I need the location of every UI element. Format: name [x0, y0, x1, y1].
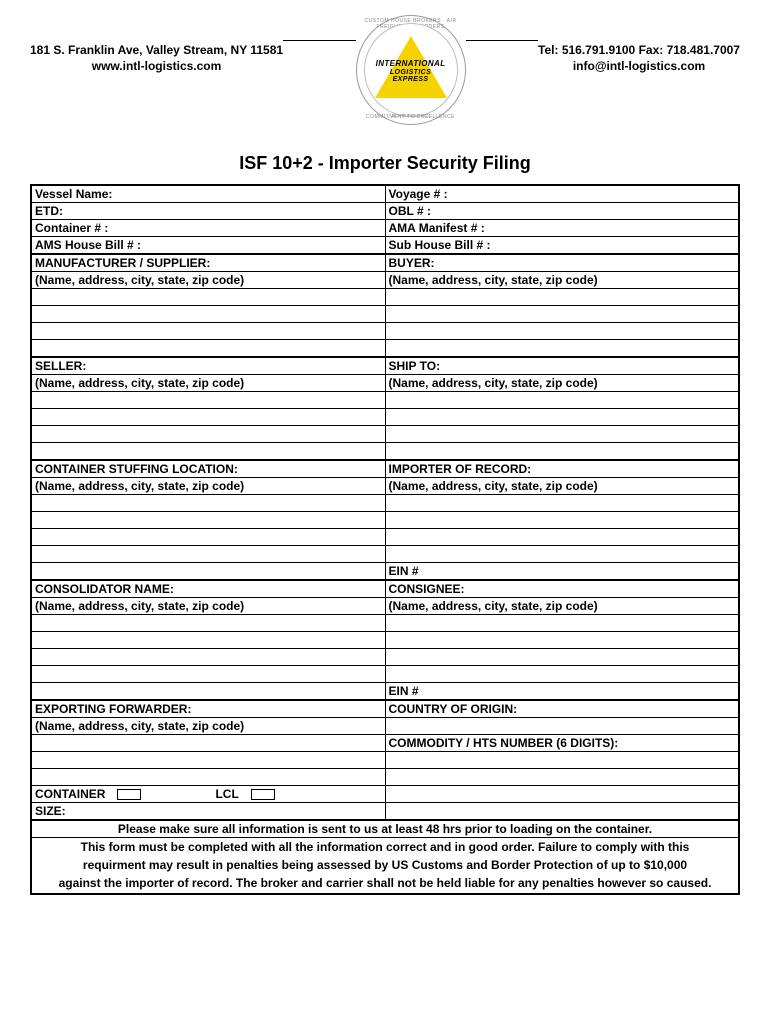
- field-manufacturer-4[interactable]: [31, 340, 385, 358]
- field-consignee-4[interactable]: [385, 666, 739, 683]
- field-manufacturer-3[interactable]: [31, 323, 385, 340]
- label-shipto: SHIP TO:: [385, 357, 739, 375]
- field-stuffing-2[interactable]: [31, 512, 385, 529]
- label-consolidator-sub: (Name, address, city, state, zip code): [31, 598, 385, 615]
- field-consignee-1[interactable]: [385, 615, 739, 632]
- label-container: Container # :: [31, 220, 385, 237]
- field-commodity-3[interactable]: [385, 786, 739, 803]
- field-commodity-4[interactable]: [385, 803, 739, 821]
- label-ein-1: EIN #: [385, 563, 739, 581]
- label-exporting-forwarder: EXPORTING FORWARDER:: [31, 700, 385, 718]
- label-seller: SELLER:: [31, 357, 385, 375]
- checkbox-lcl[interactable]: [251, 789, 275, 800]
- container-lcl-row: CONTAINER LCL: [31, 786, 385, 803]
- label-vessel-name: Vessel Name:: [31, 185, 385, 203]
- fine-print-3: against the importer of record. The brok…: [31, 874, 739, 893]
- company-email: info@intl-logistics.com: [538, 58, 740, 74]
- label-buyer-sub: (Name, address, city, state, zip code): [385, 272, 739, 289]
- field-consolidator-3[interactable]: [31, 649, 385, 666]
- label-forwarder-sub: (Name, address, city, state, zip code): [31, 718, 385, 735]
- label-importer-record: IMPORTER OF RECORD:: [385, 460, 739, 478]
- checkbox-container[interactable]: [117, 789, 141, 800]
- field-stuffing-5[interactable]: [31, 563, 385, 581]
- label-ein-2: EIN #: [385, 683, 739, 701]
- logo-text: INTERNATIONAL LOGISTICS EXPRESS: [365, 60, 457, 84]
- field-shipto-2[interactable]: [385, 409, 739, 426]
- label-ams-house-bill: AMS House Bill # :: [31, 237, 385, 255]
- label-manufacturer-sub: (Name, address, city, state, zip code): [31, 272, 385, 289]
- field-forwarder-3[interactable]: [31, 769, 385, 786]
- field-stuffing-3[interactable]: [31, 529, 385, 546]
- company-address: 181 S. Franklin Ave, Valley Stream, NY 1…: [30, 42, 283, 58]
- field-seller-1[interactable]: [31, 392, 385, 409]
- label-consolidator: CONSOLIDATOR NAME:: [31, 580, 385, 598]
- company-phone-fax: Tel: 516.791.9100 Fax: 718.481.7007: [538, 42, 740, 58]
- logo-arc-bottom: COMMITMENT TO EXCELLENCE: [357, 114, 465, 120]
- label-stuffing-location: CONTAINER STUFFING LOCATION:: [31, 460, 385, 478]
- field-consolidator-5[interactable]: [31, 683, 385, 701]
- field-seller-2[interactable]: [31, 409, 385, 426]
- field-importer-4[interactable]: [385, 546, 739, 563]
- field-buyer-1[interactable]: [385, 289, 739, 306]
- field-commodity-1[interactable]: [385, 752, 739, 769]
- field-forwarder-2[interactable]: [31, 752, 385, 769]
- field-consignee-2[interactable]: [385, 632, 739, 649]
- field-stuffing-1[interactable]: [31, 495, 385, 512]
- field-buyer-4[interactable]: [385, 340, 739, 358]
- label-size: SIZE:: [31, 803, 385, 821]
- field-buyer-3[interactable]: [385, 323, 739, 340]
- field-country-1[interactable]: [385, 718, 739, 735]
- label-consignee: CONSIGNEE:: [385, 580, 739, 598]
- field-seller-3[interactable]: [31, 426, 385, 443]
- field-importer-1[interactable]: [385, 495, 739, 512]
- header-left: 181 S. Franklin Ave, Valley Stream, NY 1…: [30, 20, 283, 74]
- page-header: 181 S. Franklin Ave, Valley Stream, NY 1…: [30, 20, 740, 125]
- fine-print-1: This form must be completed with all the…: [31, 838, 739, 857]
- field-manufacturer-2[interactable]: [31, 306, 385, 323]
- field-forwarder-1[interactable]: [31, 735, 385, 752]
- notice-text: Please make sure all information is sent…: [31, 820, 739, 838]
- field-buyer-2[interactable]: [385, 306, 739, 323]
- label-stuffing-sub: (Name, address, city, state, zip code): [31, 478, 385, 495]
- label-ama-manifest: AMA Manifest # :: [385, 220, 739, 237]
- isf-form-table: Vessel Name:Voyage # : ETD:OBL # : Conta…: [30, 184, 740, 895]
- field-consolidator-1[interactable]: [31, 615, 385, 632]
- label-seller-sub: (Name, address, city, state, zip code): [31, 375, 385, 392]
- field-seller-4[interactable]: [31, 443, 385, 461]
- label-container-check: CONTAINER: [35, 787, 105, 801]
- company-logo: CUSTOM HOUSE BROKERS · AIR FREIGHT FORWA…: [356, 15, 466, 125]
- field-importer-3[interactable]: [385, 529, 739, 546]
- label-etd: ETD:: [31, 203, 385, 220]
- field-consolidator-4[interactable]: [31, 666, 385, 683]
- label-voyage: Voyage # :: [385, 185, 739, 203]
- label-buyer: BUYER:: [385, 254, 739, 272]
- label-country-origin: COUNTRY OF ORIGIN:: [385, 700, 739, 718]
- label-obl: OBL # :: [385, 203, 739, 220]
- label-consignee-sub: (Name, address, city, state, zip code): [385, 598, 739, 615]
- field-shipto-1[interactable]: [385, 392, 739, 409]
- field-stuffing-4[interactable]: [31, 546, 385, 563]
- field-consolidator-2[interactable]: [31, 632, 385, 649]
- field-shipto-4[interactable]: [385, 443, 739, 461]
- company-website: www.intl-logistics.com: [30, 58, 283, 74]
- label-importer-sub: (Name, address, city, state, zip code): [385, 478, 739, 495]
- field-commodity-2[interactable]: [385, 769, 739, 786]
- field-importer-2[interactable]: [385, 512, 739, 529]
- label-sub-house-bill: Sub House Bill # :: [385, 237, 739, 255]
- field-shipto-3[interactable]: [385, 426, 739, 443]
- field-consignee-3[interactable]: [385, 649, 739, 666]
- header-right: Tel: 516.791.9100 Fax: 718.481.7007 info…: [538, 20, 740, 74]
- label-manufacturer: MANUFACTURER / SUPPLIER:: [31, 254, 385, 272]
- label-commodity-hts: COMMODITY / HTS NUMBER (6 DIGITS):: [385, 735, 739, 752]
- fine-print-2: requirment may result in penalties being…: [31, 856, 739, 874]
- field-manufacturer-1[interactable]: [31, 289, 385, 306]
- page-title: ISF 10+2 - Importer Security Filing: [30, 153, 740, 174]
- label-shipto-sub: (Name, address, city, state, zip code): [385, 375, 739, 392]
- label-lcl-check: LCL: [215, 787, 238, 801]
